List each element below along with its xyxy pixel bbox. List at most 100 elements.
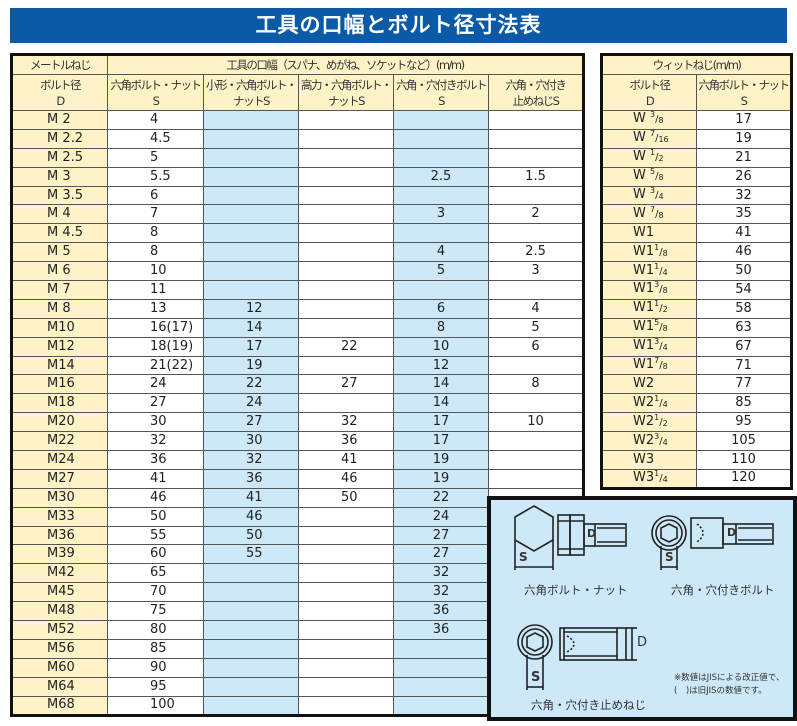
wrench-size-cell: 4.5 [107,128,204,149]
bolt-size-cell: M 4 [11,204,108,225]
fraction-numerator: 1 [654,261,660,271]
column-header: 六角ボルト・ナット S [107,74,204,111]
wrench-size-cell [298,676,394,697]
wrench-size-cell [393,128,489,149]
wrench-size-cell: 75 [107,601,204,622]
bolt-size-cell: M16 [11,374,108,395]
wrench-size-cell: 95 [107,676,204,697]
fraction-numerator: 7 [654,356,660,366]
table-row: W21/2 95 [601,412,793,433]
table-row: M24 36 32 41 19 [11,450,585,470]
wrench-size-cell: 19 [393,450,489,470]
size-whole: W3 [633,451,655,467]
fraction-slash: / [659,435,663,447]
bolt-size-cell: W23/4 [601,431,697,452]
wrench-size-cell [298,544,394,565]
bolt-size-cell: M36 [11,525,108,546]
table-row: W11/2 58 [601,298,793,319]
table-row: M 7 11 [11,280,585,300]
bolt-size-cell: M27 [11,468,108,489]
column-header: ボルト径 D [11,74,108,111]
bolt-diagram: S D S D S D 六角ボルト・ナット 六角・穴付きボルト 六角・穴付き止め… [487,496,797,721]
wrench-size-cell: 77 [695,374,793,395]
bolt-size-cell: W11/2 [601,298,697,319]
size-whole: W [633,168,650,184]
wrench-size-cell [298,298,394,319]
bolt-size-cell: M 2.2 [11,128,108,149]
wrench-size-cell: 90 [107,657,204,678]
whitworth-group-header: ウィットねじ(m/m) [600,54,793,75]
table-row: M 4.5 8 [11,223,585,244]
wrench-size-cell: 27 [298,374,394,395]
wrench-size-cell [393,695,489,716]
table-row: W3 110 [601,450,793,470]
wrench-size-cell [393,223,489,244]
note-line-1: ※数値はJISによる改正値で、 [674,673,785,683]
bolt-size-cell: W 7/8 [601,204,697,225]
wrench-size-cell: 1.5 [487,166,585,187]
table-row: M 6 10 5 3 [11,261,585,282]
size-whole: W1 [633,225,655,241]
wrench-size-cell: 22 [393,487,489,508]
wrench-size-cell: 5 [393,261,489,282]
fraction-denominator: 8 [662,324,668,334]
table-row: M 2.5 5 [11,147,585,168]
wrench-size-cell: 46 [107,487,204,508]
wrench-size-cell: 50 [695,261,793,282]
wrench-size-cell: 13 [107,298,204,319]
wrench-size-cell: 3 [393,204,489,225]
bolt-size-cell: M45 [11,582,108,603]
wrench-size-cell: 8 [107,223,204,244]
wrench-size-cell [298,317,394,338]
bolt-drawings [514,505,774,690]
wrench-size-cell: 85 [695,393,793,414]
column-header: 六角・穴付き 止めねじS [487,74,585,111]
whitworth-table: ウィットねじ(m/m) ボルト径 D 六角ボルト・ナット S W 3/8 17 W 7… [600,53,794,490]
table-row: M 3.5 6 [11,185,585,206]
wrench-size-cell [487,110,585,130]
table-row: W15/8 63 [601,317,793,338]
hex-bolt-d-label: D [587,527,597,540]
fraction-slash: / [655,190,659,201]
wrench-size-cell: 50 [107,506,204,527]
whitworth-group-header-row: ウィットねじ(m/m) [600,54,793,75]
bolt-size-cell: M42 [11,563,108,584]
wrench-size-cell: 27 [393,525,489,546]
wrench-size-cell: 95 [695,412,793,433]
table-row: W11/4 50 [601,261,793,282]
fraction-slash: / [659,360,663,372]
wrench-size-cell: 7 [107,204,204,225]
wrench-size-cell [203,620,299,640]
wrench-size-cell: 110 [695,450,793,470]
size-whole: W1 [633,262,655,278]
fraction-numerator: 3 [650,110,656,120]
wrench-size-cell: 32 [107,431,204,452]
wrench-size-cell: 70 [107,582,204,603]
wrench-size-cell: 54 [695,280,793,300]
wrench-size-cell [203,147,299,168]
wrench-size-cell: 11 [107,280,204,300]
wrench-size-cell: 32 [393,563,489,584]
wrench-size-cell [487,147,585,168]
bolt-size-cell: M 5 [11,242,108,263]
wrench-size-cell: 32 [695,185,793,206]
wrench-size-cell: 6 [107,185,204,206]
fraction-numerator: 1 [650,148,656,158]
fraction-slash: / [659,341,663,353]
hex-bolt-s-label: S [519,550,528,564]
wrench-size-cell: 22 [203,374,299,395]
wrench-size-cell: 12 [203,298,299,319]
wrench-size-cell: 27 [107,393,204,414]
wrench-size-cell: 4 [393,242,489,263]
table-row: W23/4 105 [601,431,793,452]
size-whole: W1 [633,243,655,259]
bolt-size-cell: M10 [11,317,108,338]
wrench-size-cell [298,185,394,206]
wrench-size-cell [298,355,394,376]
wrench-size-cell [203,638,299,659]
wrench-size-cell [487,223,585,244]
wrench-size-cell: 46 [298,468,394,489]
column-header: 六角・穴付きボルト S [393,74,489,111]
size-whole: W1 [633,300,655,316]
